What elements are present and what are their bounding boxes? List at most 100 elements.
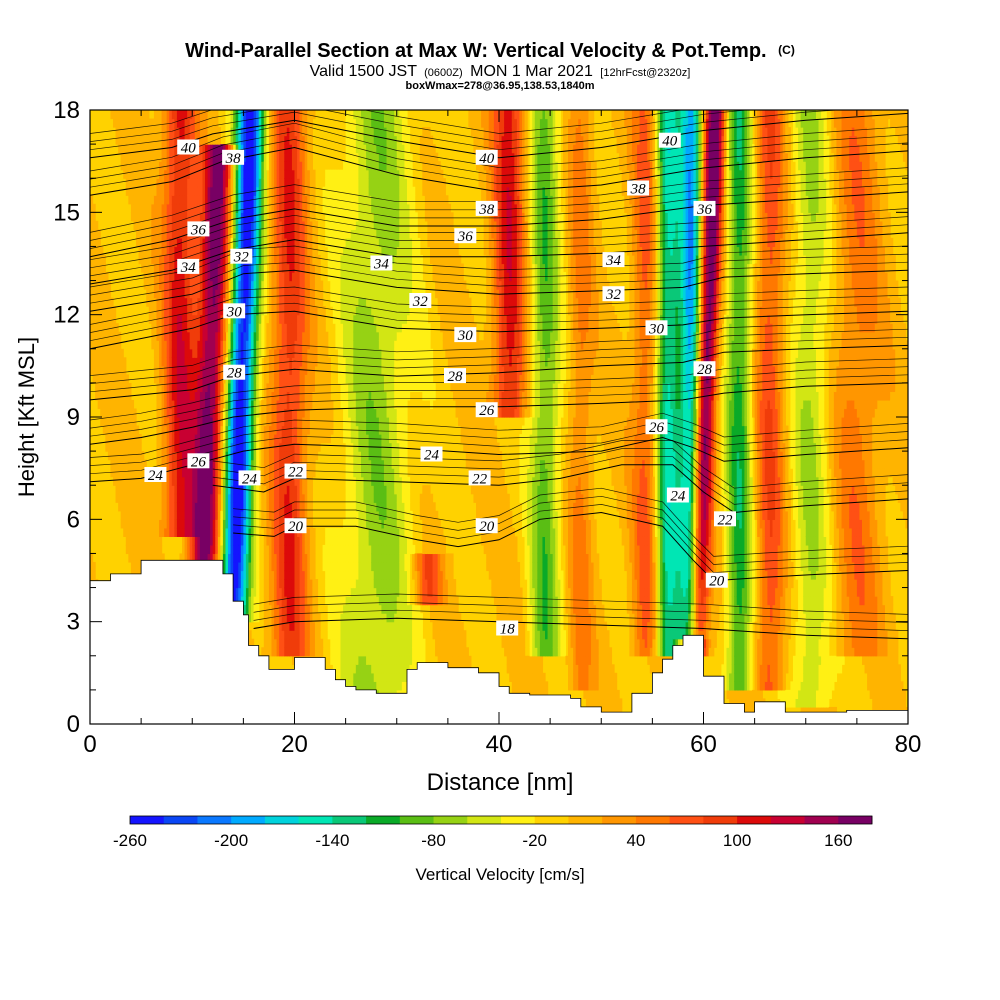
velocity-cell	[151, 306, 155, 316]
velocity-cell	[194, 391, 198, 401]
velocity-cell	[159, 169, 163, 179]
velocity-cell	[171, 493, 175, 503]
velocity-cell	[128, 502, 132, 512]
velocity-cell	[118, 357, 122, 367]
velocity-cell	[192, 118, 196, 128]
velocity-cell	[220, 399, 224, 410]
velocity-cell	[166, 408, 170, 418]
velocity-cell	[133, 408, 137, 418]
velocity-cell	[102, 314, 106, 324]
velocity-cell	[130, 110, 135, 120]
velocity-cell	[148, 237, 152, 248]
velocity-cell	[148, 246, 152, 256]
velocity-cell	[130, 561, 135, 572]
velocity-cell	[179, 391, 183, 401]
velocity-cell	[174, 144, 178, 154]
velocity-cell	[197, 178, 201, 188]
velocity-cell	[202, 212, 206, 222]
velocity-cell	[151, 502, 155, 512]
velocity-cell	[141, 510, 145, 520]
velocity-cell	[118, 434, 122, 444]
velocity-cell	[128, 493, 132, 503]
velocity-cell	[210, 178, 214, 188]
velocity-cell	[141, 195, 145, 205]
velocity-cell	[189, 357, 193, 367]
velocity-cell	[199, 110, 204, 120]
velocity-cell	[133, 519, 137, 529]
velocity-cell	[215, 357, 219, 367]
velocity-cell	[217, 220, 221, 230]
velocity-cell	[215, 348, 219, 358]
velocity-cell	[217, 152, 221, 162]
velocity-cell	[197, 195, 201, 205]
velocity-cell	[95, 331, 99, 341]
velocity-cell	[197, 493, 201, 503]
velocity-cell	[161, 297, 165, 307]
velocity-cell	[110, 110, 114, 120]
velocity-cell	[156, 365, 160, 375]
velocity-cell	[202, 161, 206, 171]
velocity-cell	[207, 289, 211, 299]
velocity-cell	[179, 374, 183, 384]
velocity-cell	[194, 519, 198, 529]
velocity-cell	[146, 519, 150, 529]
velocity-cell	[156, 519, 160, 529]
velocity-cell	[179, 178, 183, 188]
velocity-cell	[169, 144, 173, 154]
velocity-cell	[136, 178, 140, 188]
velocity-cell	[100, 306, 104, 316]
velocity-cell	[136, 493, 140, 503]
velocity-cell	[105, 391, 109, 401]
velocity-cell	[123, 451, 127, 461]
velocity-cell	[161, 399, 165, 410]
velocity-cell	[197, 161, 201, 171]
velocity-cell	[118, 399, 122, 410]
velocity-cell	[153, 306, 158, 316]
velocity-cell	[174, 510, 178, 520]
velocity-cell	[222, 408, 227, 418]
velocity-cell	[164, 246, 168, 256]
velocity-cell	[156, 186, 160, 196]
velocity-cell	[141, 212, 145, 222]
velocity-cell	[151, 161, 155, 171]
velocity-cell	[220, 246, 224, 256]
velocity-cell	[217, 502, 221, 512]
velocity-cell	[194, 110, 198, 120]
velocity-cell	[222, 212, 227, 222]
velocity-cell	[174, 152, 178, 162]
velocity-cell	[220, 544, 224, 555]
velocity-cell	[159, 323, 163, 333]
velocity-cell	[207, 357, 211, 367]
velocity-cell	[107, 280, 112, 290]
velocity-cell	[113, 468, 117, 478]
velocity-cell	[182, 425, 186, 435]
velocity-cell	[159, 340, 163, 350]
velocity-cell	[192, 357, 196, 367]
velocity-cell	[151, 254, 155, 265]
velocity-cell	[220, 280, 224, 290]
velocity-cell	[220, 289, 224, 299]
velocity-cell	[156, 408, 160, 418]
velocity-cell	[123, 502, 127, 512]
velocity-cell	[174, 297, 178, 307]
velocity-cell	[222, 254, 227, 265]
velocity-cell	[179, 382, 183, 393]
velocity-cell	[159, 485, 163, 495]
velocity-cell	[210, 331, 214, 341]
velocity-cell	[125, 468, 129, 478]
velocity-cell	[197, 510, 201, 520]
velocity-cell	[187, 493, 191, 503]
velocity-cell	[194, 553, 198, 563]
velocity-cell	[215, 382, 219, 393]
velocity-cell	[115, 391, 119, 401]
velocity-cell	[123, 127, 127, 137]
velocity-cell	[207, 399, 211, 410]
velocity-cell	[202, 118, 206, 128]
velocity-cell	[159, 135, 163, 145]
velocity-cell	[207, 493, 211, 503]
velocity-cell	[174, 272, 178, 282]
velocity-cell	[205, 110, 209, 120]
velocity-cell	[136, 161, 140, 171]
velocity-cell	[212, 212, 216, 222]
velocity-cell	[105, 297, 109, 307]
